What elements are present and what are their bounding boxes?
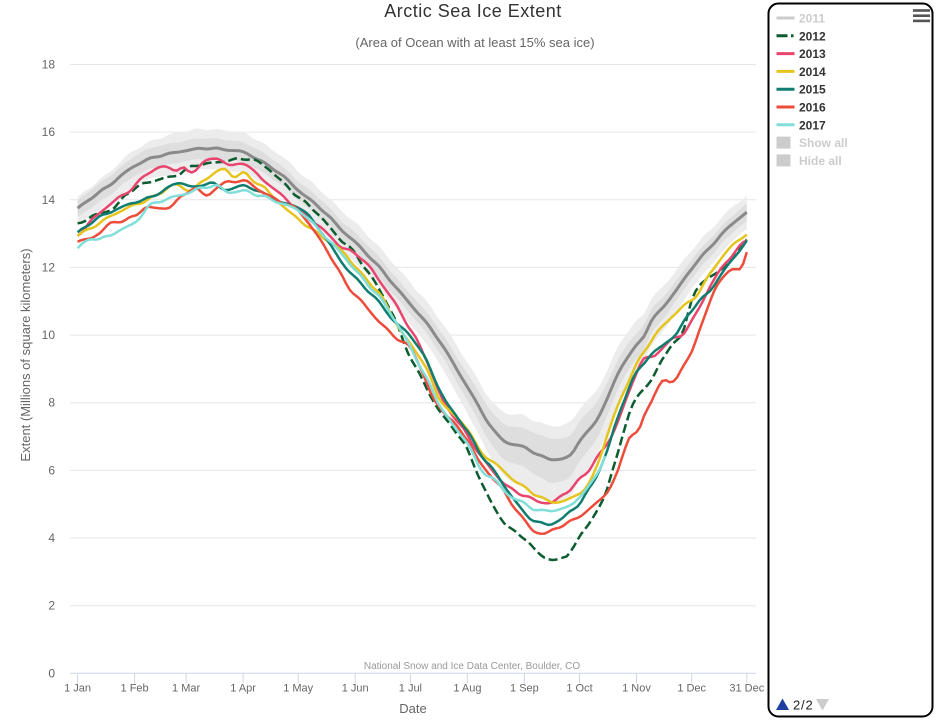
svg-text:16: 16 xyxy=(42,125,56,139)
svg-text:10: 10 xyxy=(42,328,56,342)
svg-text:Hide all: Hide all xyxy=(799,154,842,168)
svg-text:2016: 2016 xyxy=(799,101,826,115)
svg-text:18: 18 xyxy=(42,58,56,72)
svg-text:4: 4 xyxy=(48,531,55,545)
svg-text:1 Jul: 1 Jul xyxy=(399,683,422,695)
svg-text:1 Mar: 1 Mar xyxy=(172,683,200,695)
svg-text:2: 2 xyxy=(48,599,55,613)
svg-text:2011: 2011 xyxy=(799,12,825,26)
svg-text:1 Aug: 1 Aug xyxy=(453,683,481,695)
svg-text:6: 6 xyxy=(48,463,55,477)
svg-text:(Area of Ocean with at least 1: (Area of Ocean with at least 15% sea ice… xyxy=(355,35,594,50)
svg-text:2013: 2013 xyxy=(799,47,826,61)
svg-text:1 Oct: 1 Oct xyxy=(566,683,592,695)
svg-text:Extent (Millions of square kil: Extent (Millions of square kilometers) xyxy=(18,248,33,461)
svg-text:1 Jun: 1 Jun xyxy=(342,683,369,695)
svg-text:1 Jan: 1 Jan xyxy=(64,683,91,695)
svg-text:1 Dec: 1 Dec xyxy=(677,683,706,695)
svg-text:1 Apr: 1 Apr xyxy=(230,683,256,695)
svg-text:Arctic Sea Ice Extent: Arctic Sea Ice Extent xyxy=(384,1,562,21)
svg-text:2015: 2015 xyxy=(799,83,826,97)
svg-text:31 Dec: 31 Dec xyxy=(729,683,764,695)
svg-text:8: 8 xyxy=(48,396,55,410)
svg-text:2/2: 2/2 xyxy=(793,698,813,713)
svg-text:Date: Date xyxy=(399,701,426,716)
svg-text:1 Nov: 1 Nov xyxy=(622,683,651,695)
svg-text:2017: 2017 xyxy=(799,118,826,132)
svg-text:1 Feb: 1 Feb xyxy=(121,683,149,695)
svg-text:National Snow and Ice Data Cen: National Snow and Ice Data Center, Bould… xyxy=(364,661,580,672)
svg-text:12: 12 xyxy=(42,260,56,274)
svg-text:14: 14 xyxy=(42,193,56,207)
svg-text:Show all: Show all xyxy=(799,136,848,150)
svg-text:0: 0 xyxy=(48,666,55,680)
svg-text:1 May: 1 May xyxy=(283,683,313,695)
svg-text:2014: 2014 xyxy=(799,65,826,79)
svg-text:2012: 2012 xyxy=(799,29,826,43)
svg-text:1 Sep: 1 Sep xyxy=(510,683,539,695)
